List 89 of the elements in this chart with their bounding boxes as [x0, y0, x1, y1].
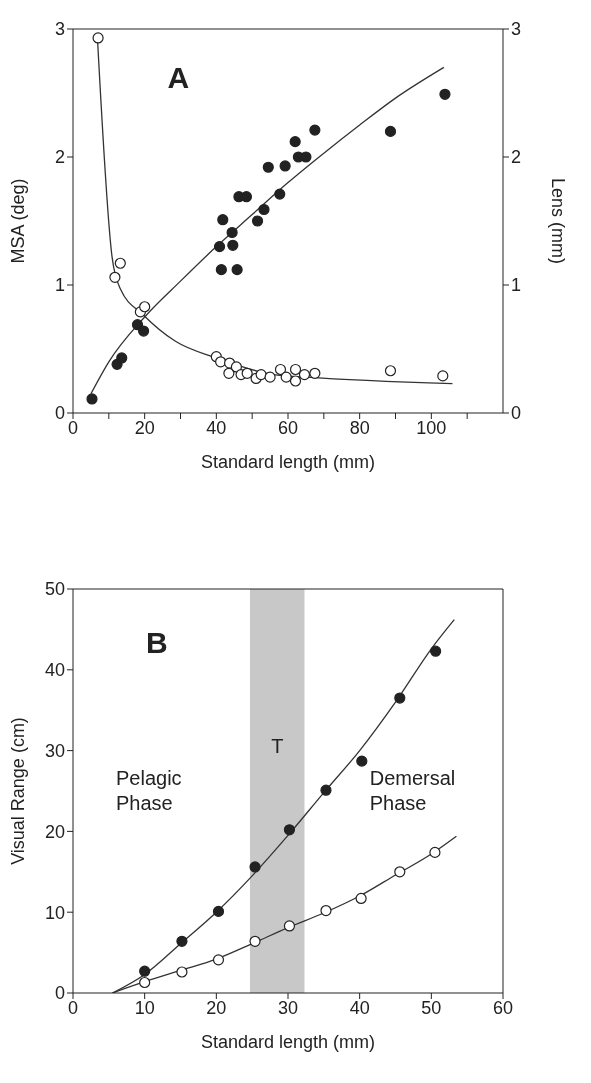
annotation: Demersal Phase	[369, 766, 456, 817]
point	[176, 935, 188, 947]
point	[309, 367, 321, 379]
point	[226, 226, 238, 239]
point	[356, 755, 368, 767]
y-axis-title: Visual Range (cm)	[8, 717, 29, 865]
y-tick-label: 0	[54, 403, 65, 424]
point	[215, 264, 227, 276]
point	[139, 301, 151, 313]
point	[264, 371, 276, 383]
point	[86, 393, 98, 405]
x-axis-title: Standard length (mm)	[200, 452, 376, 472]
x-tick-label: 60	[277, 417, 299, 438]
x-tick-label: 40	[349, 997, 370, 1018]
point	[289, 363, 302, 376]
point	[217, 214, 229, 226]
y-axis-title: MSA (deg)	[8, 178, 29, 264]
point	[309, 124, 321, 136]
annotation: B	[146, 625, 168, 662]
annotation: Pelagic Phase	[116, 766, 182, 817]
point	[241, 367, 253, 379]
x-tick-label: 40	[206, 417, 227, 438]
point	[227, 239, 239, 251]
point	[212, 954, 225, 966]
y-tick-label: 1	[54, 275, 65, 296]
point	[283, 824, 296, 836]
x-tick-label: 20	[134, 417, 155, 438]
point	[298, 369, 311, 381]
y-tick-label: 2	[54, 147, 65, 168]
point	[249, 935, 261, 947]
point	[114, 257, 126, 269]
x-tick-label: 30	[277, 997, 299, 1018]
point	[212, 905, 225, 917]
y2-tick-label: 3	[511, 19, 522, 40]
y-tick-label: 50	[44, 579, 65, 600]
point	[394, 866, 406, 878]
x-tick-label: 100	[416, 417, 447, 438]
y-tick-label: 10	[44, 902, 65, 923]
y-tick-label: 40	[44, 660, 65, 681]
point	[139, 976, 151, 989]
point	[394, 692, 406, 704]
point	[289, 136, 301, 148]
x-tick-label: 50	[421, 997, 442, 1018]
point	[231, 264, 243, 276]
annotation: A	[167, 59, 190, 96]
y2-tick-label: 1	[511, 275, 522, 296]
point	[430, 645, 442, 657]
point	[230, 361, 242, 373]
point	[109, 271, 121, 283]
y-tick-label: 3	[54, 19, 65, 40]
point	[176, 966, 188, 978]
x-axis-title: Standard length (mm)	[200, 1032, 376, 1052]
point	[384, 125, 397, 137]
point	[251, 215, 264, 227]
point	[437, 370, 449, 382]
point	[384, 365, 397, 377]
point	[213, 241, 226, 253]
point	[439, 88, 451, 100]
x-tick-label: 0	[67, 997, 79, 1018]
point	[139, 965, 151, 977]
point	[320, 784, 332, 796]
y-tick-label: 0	[54, 983, 65, 1004]
point	[429, 846, 441, 859]
point	[274, 188, 286, 200]
point	[283, 920, 296, 932]
point	[262, 161, 274, 173]
point	[116, 352, 128, 364]
point	[137, 325, 150, 337]
y-tick-label: 20	[44, 821, 65, 842]
point	[249, 861, 261, 873]
point	[289, 375, 302, 387]
point	[92, 32, 104, 44]
point	[258, 203, 270, 216]
band-label: T	[271, 735, 284, 758]
x-tick-label: 20	[206, 997, 227, 1018]
point	[355, 892, 367, 905]
x-tick-label: 10	[134, 997, 155, 1018]
y2-axis-title: Lens (mm)	[547, 177, 568, 265]
point	[279, 160, 291, 172]
x-tick-label: 80	[349, 417, 370, 438]
y2-tick-label: 0	[511, 403, 522, 424]
point	[280, 371, 292, 383]
point	[223, 367, 235, 379]
x-tick-label: 60	[492, 997, 514, 1018]
point	[320, 904, 332, 917]
y-tick-label: 30	[44, 740, 65, 761]
y2-tick-label: 2	[511, 147, 522, 168]
x-tick-label: 0	[67, 417, 79, 438]
point	[255, 369, 267, 381]
